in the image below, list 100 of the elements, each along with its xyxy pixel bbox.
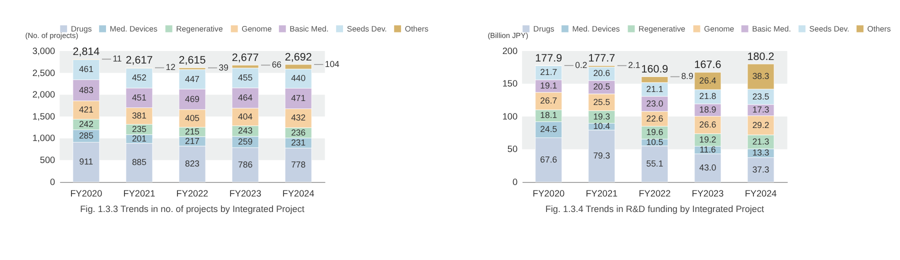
- data-label: 21.8: [699, 91, 716, 102]
- data-label: 37.3: [752, 164, 770, 174]
- data-label: 19.1: [540, 80, 558, 91]
- total-label: 177.9: [535, 52, 562, 64]
- x-tick-label: FY2023: [229, 188, 262, 198]
- total-label: 2,814: [72, 46, 100, 58]
- data-label: 778: [291, 159, 306, 170]
- data-label: 23.5: [752, 91, 770, 102]
- x-tick-label: FY2022: [176, 188, 208, 198]
- data-label: 231: [291, 137, 306, 148]
- data-label: 201: [132, 133, 147, 144]
- total-label: 2,677: [232, 52, 259, 64]
- total-label: 2,692: [284, 51, 312, 64]
- data-label: 26.7: [540, 96, 558, 106]
- data-label: 885: [132, 157, 147, 168]
- data-label: 39: [218, 62, 229, 72]
- data-label: 10.4: [593, 121, 610, 132]
- y-tick-label: 2,500: [32, 68, 56, 78]
- data-label: 12: [166, 62, 176, 72]
- data-label: 43.0: [699, 162, 716, 172]
- data-label: 483: [78, 84, 94, 95]
- data-label: 11.6: [700, 144, 716, 155]
- data-label: 19.6: [646, 127, 664, 138]
- y-tick-label: 2,000: [32, 90, 56, 100]
- data-label: 20.5: [593, 82, 610, 92]
- data-label: 23.0: [646, 98, 664, 108]
- y-tick-label: 50: [507, 144, 518, 154]
- data-label: 447: [185, 74, 200, 84]
- data-label: 215: [185, 126, 200, 136]
- data-label: 22.6: [646, 113, 664, 124]
- data-label: 21.3: [752, 136, 770, 146]
- x-tick-label: FY2022: [638, 188, 671, 198]
- data-label: 19.2: [699, 134, 716, 144]
- data-label: 235: [132, 124, 147, 134]
- data-label: 55.1: [646, 158, 664, 168]
- x-tick-label: FY2024: [282, 188, 314, 198]
- data-label: 17.3: [752, 104, 770, 115]
- y-tick-label: 3,000: [32, 46, 56, 56]
- y-tick-label: 150: [502, 78, 518, 89]
- data-label: 259: [238, 136, 253, 147]
- data-label: 8.9: [681, 71, 694, 82]
- data-label: 217: [185, 136, 200, 146]
- data-label: 786: [238, 159, 253, 170]
- data-label: 404: [238, 111, 253, 122]
- data-label: 242: [78, 118, 94, 129]
- data-label: 464: [238, 92, 253, 102]
- x-tick-label: FY2021: [123, 188, 156, 198]
- y-tick-label: 1,000: [32, 133, 56, 144]
- data-label: 67.6: [540, 154, 558, 164]
- data-label: 104: [324, 58, 340, 69]
- text: Fig. 1.3.4 Trends in R&D funding by Integrated Project: [545, 204, 765, 214]
- data-label: 18.1: [540, 110, 558, 120]
- data-label: 285: [78, 130, 94, 140]
- data-label: 24.5: [540, 124, 558, 134]
- data-label: 471: [291, 92, 306, 103]
- data-label: 440: [291, 73, 306, 84]
- data-label: 18.9: [699, 104, 716, 115]
- total-label: 177.7: [588, 52, 616, 64]
- y-tick-label: 200: [502, 46, 518, 56]
- data-label: 21.1: [646, 84, 664, 94]
- data-label: 20.6: [593, 68, 610, 78]
- data-label: 823: [185, 158, 200, 169]
- data-label: 79.3: [593, 150, 610, 161]
- x-tick-label: FY2020: [532, 188, 565, 198]
- data-label: 66: [272, 60, 282, 70]
- y-axis-title: (No. of projects): [25, 31, 79, 40]
- data-label: 11: [112, 54, 122, 64]
- x-tick-label: FY2021: [586, 188, 618, 198]
- x-tick-label: FY2024: [744, 188, 777, 198]
- data-label: 19.3: [593, 111, 610, 122]
- data-label: 236: [291, 127, 306, 138]
- data-label: 2.1: [628, 60, 640, 70]
- data-label: 26.6: [699, 119, 716, 130]
- total-label: 180.2: [747, 50, 774, 63]
- data-label: 452: [132, 72, 147, 83]
- y-tick-label: 0: [512, 176, 518, 187]
- data-label: 29.2: [752, 120, 770, 130]
- total-label: 167.6: [694, 59, 722, 72]
- x-tick-label: FY2020: [70, 188, 102, 198]
- data-label: 21.7: [540, 67, 558, 78]
- data-label: 421: [78, 104, 94, 115]
- data-label: 405: [185, 112, 200, 123]
- data-label: 432: [291, 112, 306, 123]
- data-label: 26.4: [699, 75, 716, 86]
- data-label: 25.5: [593, 96, 610, 107]
- data-label: 381: [132, 110, 147, 120]
- data-label: 243: [238, 126, 253, 136]
- total-label: 2,615: [178, 54, 206, 67]
- data-label: 10.5: [646, 136, 664, 147]
- data-label: 911: [79, 156, 94, 167]
- total-label: 160.9: [641, 64, 668, 76]
- data-label: 469: [185, 94, 200, 104]
- data-label: 455: [238, 72, 253, 82]
- y-tick-label: 0: [50, 176, 56, 187]
- text: Fig. 1.3.3 Trends in no. of projects by Integrated Project: [80, 204, 305, 214]
- y-tick-label: 100: [502, 111, 518, 122]
- x-tick-label: FY2023: [692, 188, 724, 198]
- data-label: 461: [78, 64, 94, 74]
- total-label: 2,617: [126, 54, 153, 67]
- data-label: 13.3: [752, 148, 770, 158]
